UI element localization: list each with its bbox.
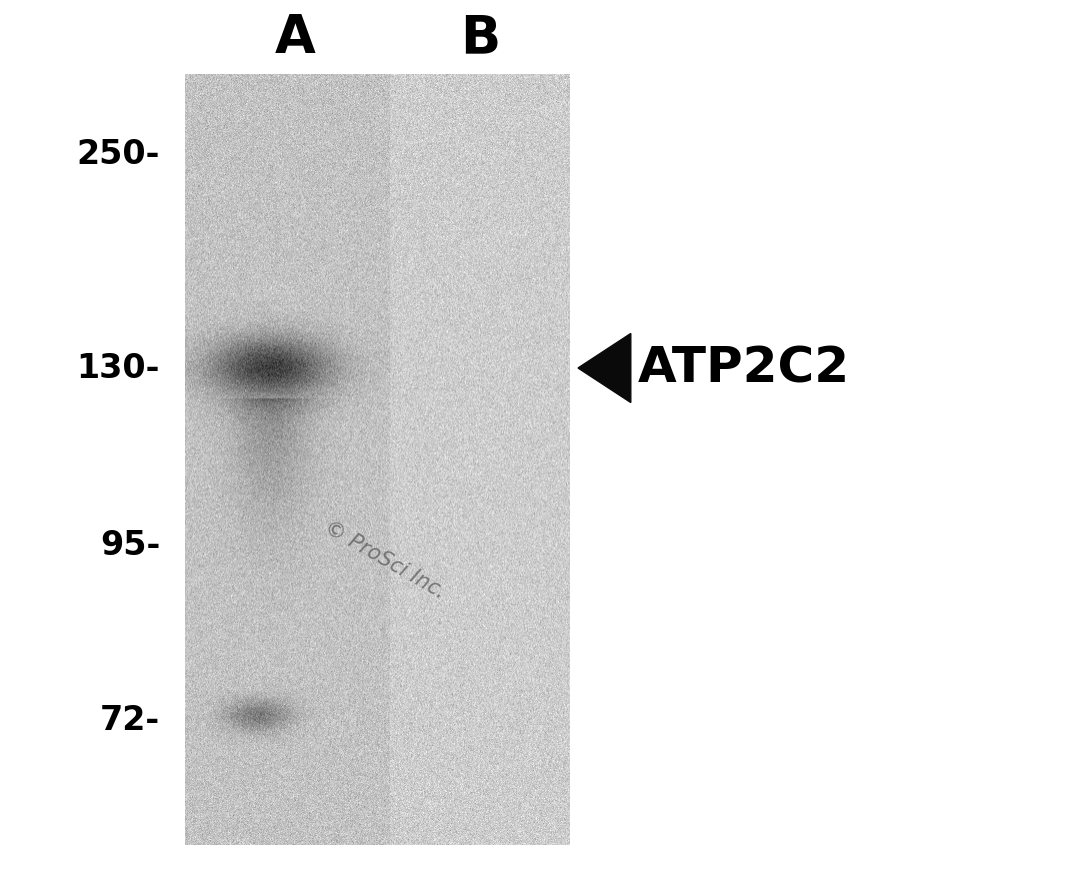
Text: ATP2C2: ATP2C2 [638,344,850,392]
Text: B: B [460,12,500,64]
Text: 250-: 250- [77,139,160,171]
Text: © ProSci Inc.: © ProSci Inc. [321,518,449,603]
Text: 95-: 95- [99,528,160,561]
Polygon shape [578,333,631,402]
Text: 130-: 130- [77,352,160,385]
Text: 72-: 72- [99,703,160,736]
Text: A: A [274,12,315,64]
